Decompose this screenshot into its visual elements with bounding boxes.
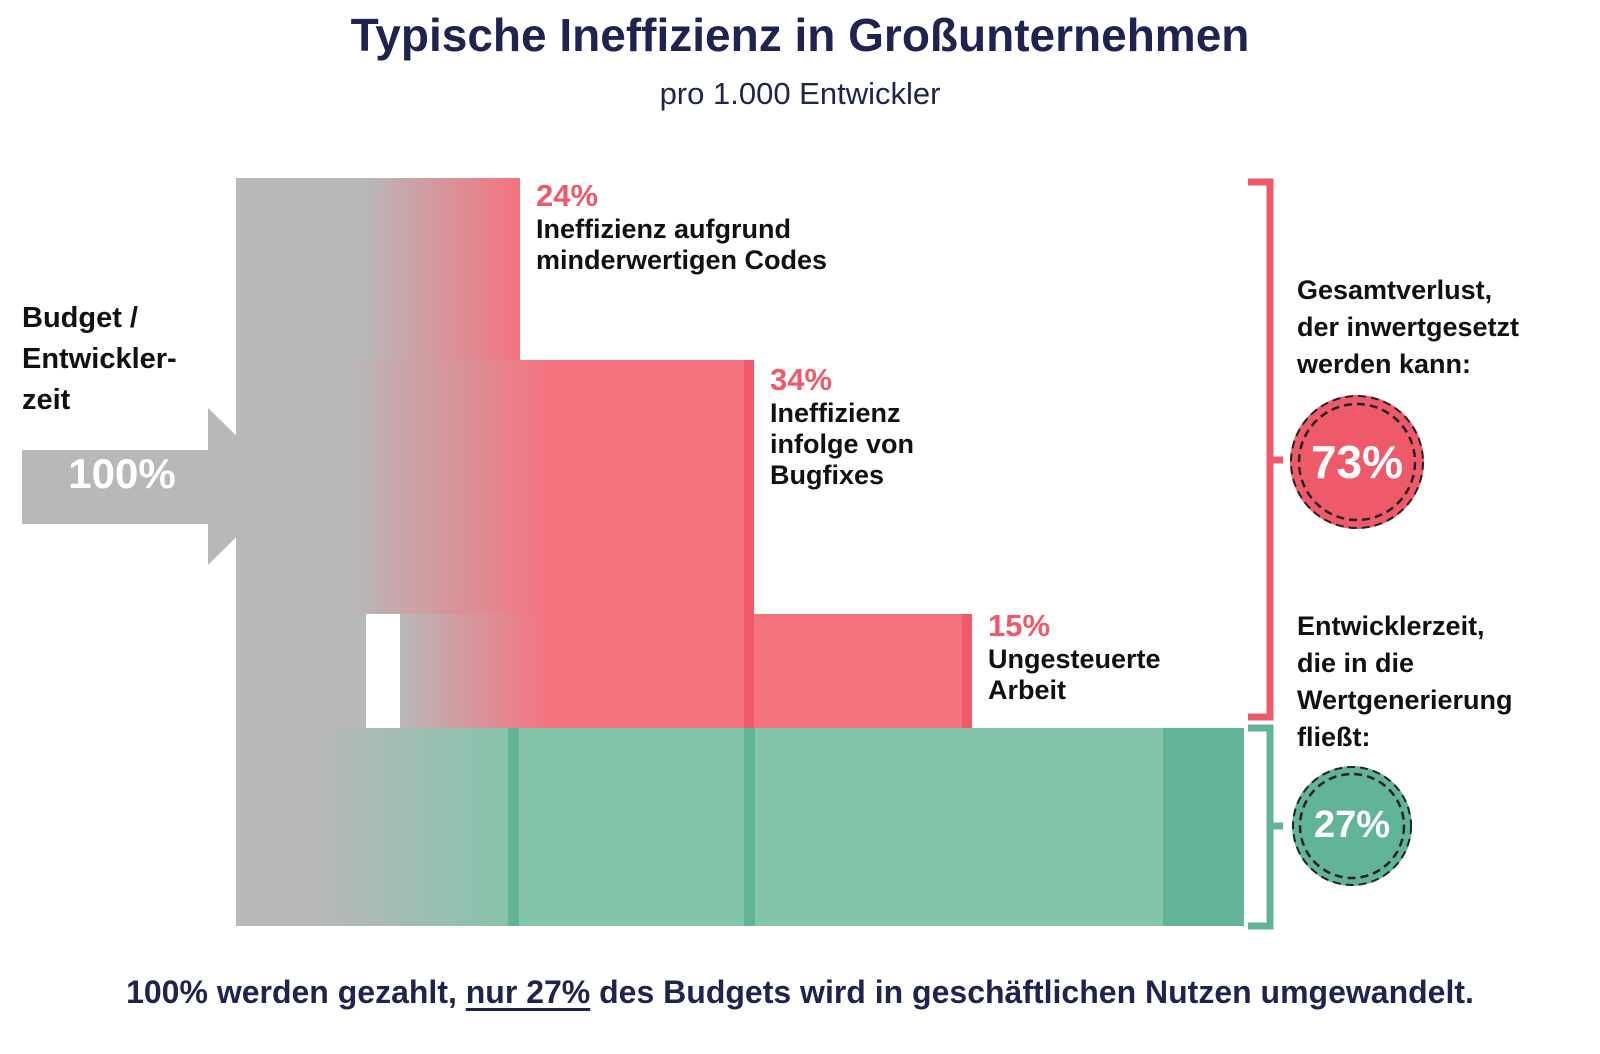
value-bracket bbox=[1248, 724, 1283, 930]
loss-label-line: werden kann: bbox=[1297, 349, 1472, 379]
loss-value: 73% bbox=[1310, 436, 1404, 488]
footer-statement: 100% werden gezahlt, nur 27% des Budgets… bbox=[0, 974, 1600, 1011]
segment-text: Bugfixes bbox=[770, 460, 885, 490]
segment-text: Ungesteuerte bbox=[988, 644, 1161, 674]
segment-value-fade bbox=[318, 728, 518, 926]
segment-value-divider-2 bbox=[744, 728, 755, 926]
segment-bugfixes-edge bbox=[744, 360, 754, 728]
segment-text: infolge von bbox=[770, 429, 914, 459]
loss-circle-dash-outer bbox=[1290, 395, 1424, 529]
segment-percent: 15% bbox=[988, 608, 1051, 643]
loss-label: Gesamtverlust, der inwertgesetzt werden … bbox=[1297, 272, 1519, 383]
segment-label-code-quality: 24% Ineffizienz aufgrund minderwertigen … bbox=[536, 178, 827, 276]
value-circle-dash bbox=[1298, 772, 1406, 880]
footer-text: des Budgets wird in geschäftlichen Nutze… bbox=[590, 974, 1474, 1010]
page-subtitle: pro 1.000 Entwickler bbox=[659, 76, 941, 111]
segment-text: Ineffizienz aufgrund bbox=[536, 214, 791, 244]
loss-bracket bbox=[1248, 178, 1283, 721]
segment-unmanaged-edge bbox=[962, 614, 972, 728]
value-circle bbox=[1292, 766, 1412, 886]
segment-value-end bbox=[1163, 728, 1244, 926]
value-circle-dash-outer bbox=[1292, 766, 1412, 886]
input-arrow bbox=[22, 408, 288, 565]
segment-label-bugfixes: 34% Ineffizienz infolge von Bugfixes bbox=[770, 362, 914, 491]
segment-label-unmanaged: 15% Ungesteuerte Arbeit bbox=[988, 608, 1161, 706]
value-label: Entwicklerzeit, die in die Wertgenerieru… bbox=[1297, 608, 1513, 756]
loss-circle-dash bbox=[1297, 402, 1417, 522]
value-label-line: Wertgenerierung bbox=[1297, 685, 1513, 715]
segment-value-divider-1 bbox=[508, 728, 519, 926]
segment-code-quality bbox=[366, 178, 520, 360]
loss-circle bbox=[1290, 395, 1424, 529]
segment-unmanaged-fade bbox=[400, 614, 550, 728]
value-label-line: fließt: bbox=[1297, 722, 1371, 752]
footer-text: 100% werden gezahlt, bbox=[126, 974, 466, 1010]
segment-text: Ineffizienz bbox=[770, 398, 901, 428]
input-label-line: Entwickler- bbox=[22, 343, 177, 375]
value-label-line: Entwicklerzeit, bbox=[1297, 611, 1485, 641]
segment-percent: 24% bbox=[536, 178, 599, 213]
segment-text: minderwertigen Codes bbox=[536, 245, 828, 275]
segment-bugfixes-fade bbox=[350, 360, 550, 614]
page-title: Typische Ineffizienz in Großunternehmen bbox=[350, 9, 1250, 61]
input-value: 100% bbox=[68, 450, 176, 497]
input-label: Budget / Entwickler- zeit bbox=[22, 298, 177, 421]
input-label-line: Budget / bbox=[22, 302, 138, 334]
footer-highlight: nur 27% bbox=[465, 974, 591, 1010]
value-value: 27% bbox=[1313, 804, 1391, 846]
loss-label-line: Gesamtverlust, bbox=[1297, 275, 1493, 305]
input-label-line: zeit bbox=[22, 384, 71, 416]
segment-percent: 34% bbox=[770, 362, 833, 397]
segment-unmanaged-divider bbox=[744, 614, 754, 728]
value-label-line: die in die bbox=[1297, 648, 1415, 678]
loss-label-line: der inwertgesetzt bbox=[1297, 312, 1520, 342]
segment-text: Arbeit bbox=[988, 675, 1067, 705]
